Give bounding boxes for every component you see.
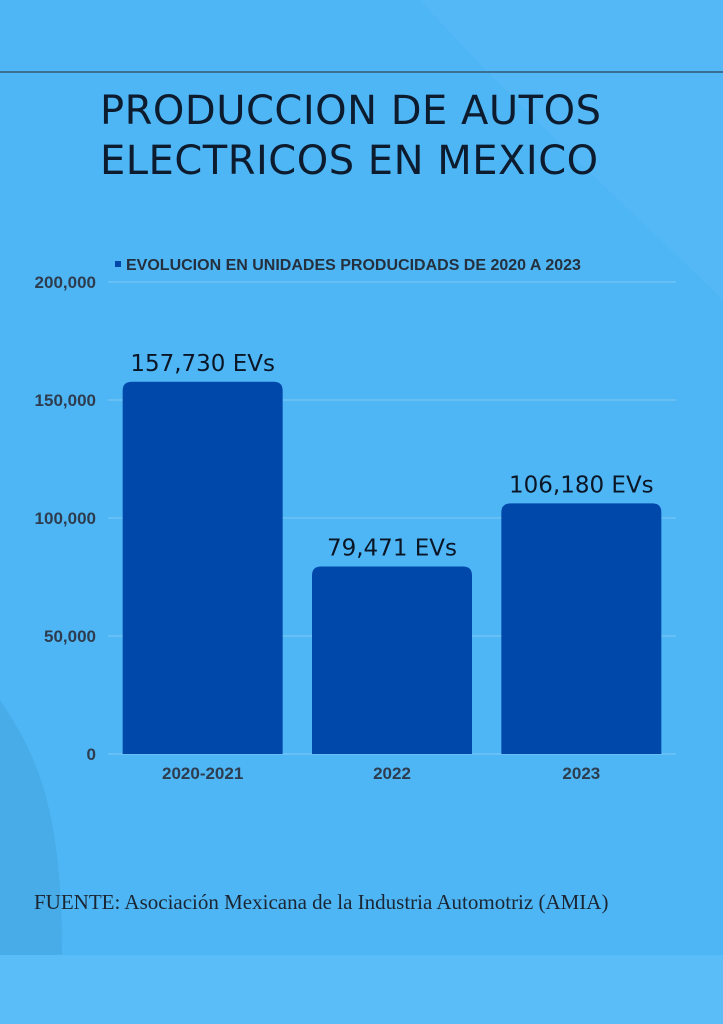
- page-title: PRODUCCION DE AUTOS ELECTRICOS EN MEXICO: [100, 86, 700, 186]
- y-tick-label: 150,000: [35, 391, 96, 410]
- bar-data-label: 79,471 EVs: [327, 535, 457, 561]
- source-note: FUENTE: Asociación Mexicana de la Indust…: [34, 890, 609, 914]
- bar-chart: 0 50,000 100,000 150,000 200,000 EVOLUCION EN…: [35, 257, 676, 783]
- bar-data-label: 157,730 EVs: [130, 351, 275, 377]
- bar-data-label: 106,180 EVs: [509, 472, 654, 498]
- x-tick-label: 2020-2021: [162, 764, 243, 783]
- bar: [312, 566, 472, 754]
- x-tick-label: 2023: [562, 764, 600, 783]
- legend-label: EVOLUCION EN UNIDADES PRODUCIDADS DE 202…: [126, 257, 581, 274]
- title-line-1: PRODUCCION DE AUTOS: [100, 88, 602, 134]
- y-tick-label: 50,000: [44, 627, 96, 646]
- y-tick-label: 100,000: [35, 509, 96, 528]
- top-divider: [0, 71, 723, 73]
- x-tick-label: 2022: [373, 764, 411, 783]
- title-line-2: ELECTRICOS EN MEXICO: [100, 138, 599, 184]
- bar: [122, 381, 283, 754]
- y-tick-label: 0: [87, 745, 96, 764]
- bar: [501, 503, 662, 754]
- bottom-band: [0, 955, 723, 1024]
- legend-swatch: [115, 261, 121, 267]
- y-tick-label: 200,000: [35, 273, 96, 292]
